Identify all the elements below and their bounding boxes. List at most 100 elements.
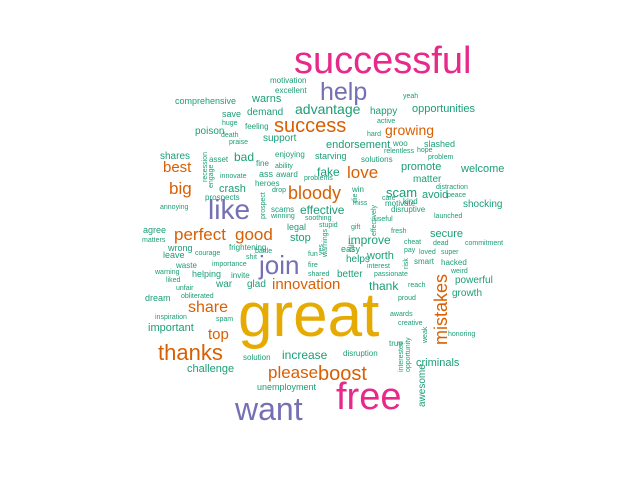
word-worth: worth — [367, 250, 394, 262]
word-commitment: commitment — [465, 240, 504, 247]
word-drop: drop — [272, 187, 287, 194]
word-challenge: challenge — [187, 363, 235, 375]
word-matter: matter — [413, 174, 442, 185]
word-disruptive: disruptive — [391, 205, 426, 214]
word-awesome: awesome — [417, 364, 428, 407]
word-hard: hard — [367, 131, 382, 138]
word-spam: spam — [216, 316, 234, 323]
word-stop: stop — [290, 232, 311, 244]
word-obliterated: obliterated — [181, 293, 214, 300]
word-fire: fire — [308, 262, 318, 269]
word-yeah: yeah — [403, 93, 419, 100]
word-awards: awards — [390, 311, 413, 318]
word-winning: winning — [271, 213, 295, 220]
word-matters: matters — [142, 237, 166, 244]
word-unemployment: unemployment — [257, 382, 317, 392]
word-annoying: annoying — [160, 204, 189, 211]
word-miss: miss — [353, 200, 368, 207]
word-award: award — [276, 170, 298, 179]
word-leave: leave — [163, 250, 185, 260]
word-stupid: stupid — [319, 222, 338, 229]
word-inspiration: inspiration — [155, 314, 187, 321]
word-kind: kind — [403, 197, 418, 206]
word-fun: fun — [308, 251, 318, 258]
word-growth: growth — [452, 288, 483, 299]
word-enjoying: enjoying — [275, 150, 305, 159]
word-scams: scams — [271, 205, 295, 214]
word-pay: pay — [404, 247, 416, 254]
word-care: care — [382, 195, 396, 202]
word-crash: crash — [219, 183, 246, 195]
word-shit: shit — [246, 254, 257, 261]
word-legal: legal — [287, 222, 307, 232]
word-shared: shared — [308, 271, 330, 278]
word-secure: secure — [430, 228, 464, 240]
word-thanks: thanks — [158, 340, 223, 365]
word-motivation: motivation — [270, 76, 307, 85]
word-passionate: passionate — [374, 271, 408, 278]
word-prospects: prospects — [205, 193, 240, 202]
word-solution: solution — [243, 353, 271, 362]
word-warning: warning — [155, 269, 180, 276]
word-heroes: heroes — [255, 179, 280, 188]
word-powerful: powerful — [455, 275, 493, 286]
word-disruption: disruption — [343, 349, 378, 358]
word-proud: proud — [398, 295, 416, 302]
word-honoring: honoring — [448, 331, 476, 338]
word-problems: problems — [304, 175, 333, 182]
word-like: like — [208, 194, 251, 225]
word-weird: weird — [451, 268, 468, 275]
word-cheat: cheat — [404, 239, 422, 246]
word-battle: battle — [255, 248, 273, 255]
word-wrong: wrong — [168, 243, 193, 253]
word-war: war — [216, 279, 233, 290]
word-important: important — [148, 322, 194, 334]
word-thank: thank — [369, 279, 399, 293]
word-criminals: criminals — [416, 357, 460, 369]
word-dream: dream — [145, 293, 171, 303]
word-promote: promote — [401, 161, 442, 173]
word-engage: engage — [208, 164, 215, 188]
word-weak: weak — [422, 326, 429, 343]
word-hope: hope — [417, 147, 433, 154]
word-easy: easy — [341, 244, 361, 254]
word-welcome: welcome — [461, 163, 505, 175]
word-invite: invite — [231, 271, 250, 280]
word-slashed: slashed — [424, 139, 456, 149]
word-endorsement: endorsement — [326, 139, 391, 151]
word-helping: helping — [192, 269, 222, 279]
word-bloody: bloody — [288, 183, 342, 203]
word-relentless: relentless — [384, 148, 414, 155]
word-opportunities: opportunities — [412, 103, 475, 115]
word-help: help — [320, 78, 368, 106]
word-gift: gift — [351, 224, 361, 231]
word-shocking: shocking — [463, 199, 503, 210]
word-demand: demand — [247, 107, 284, 118]
word-yes: yes — [318, 244, 325, 255]
word-active: active — [377, 118, 396, 125]
word-bad: bad — [234, 150, 255, 164]
word-ass: ass — [259, 169, 274, 179]
word-loved: loved — [419, 249, 436, 256]
word-scam: scam — [386, 185, 418, 200]
word-praise: praise — [229, 139, 249, 146]
word-true: true — [389, 339, 403, 348]
word-effective: effective — [300, 203, 345, 217]
word-glad: glad — [247, 279, 266, 290]
word-ability: ability — [275, 163, 293, 170]
word-success: success — [274, 115, 347, 137]
word-distraction: distraction — [436, 184, 468, 191]
word-better: better — [337, 269, 363, 280]
word-fake: fake — [317, 165, 340, 179]
word-liked: liked — [166, 277, 181, 284]
word-boost: boost — [318, 363, 367, 385]
word-interest: interest — [367, 263, 390, 270]
word-death: death — [221, 132, 239, 139]
word-support: support — [263, 133, 297, 144]
word-huge: huge — [222, 120, 238, 127]
word-fresh: fresh — [391, 228, 407, 235]
word-save: save — [222, 109, 242, 119]
word-win: win — [352, 185, 365, 194]
word-poison: poison — [195, 126, 225, 137]
